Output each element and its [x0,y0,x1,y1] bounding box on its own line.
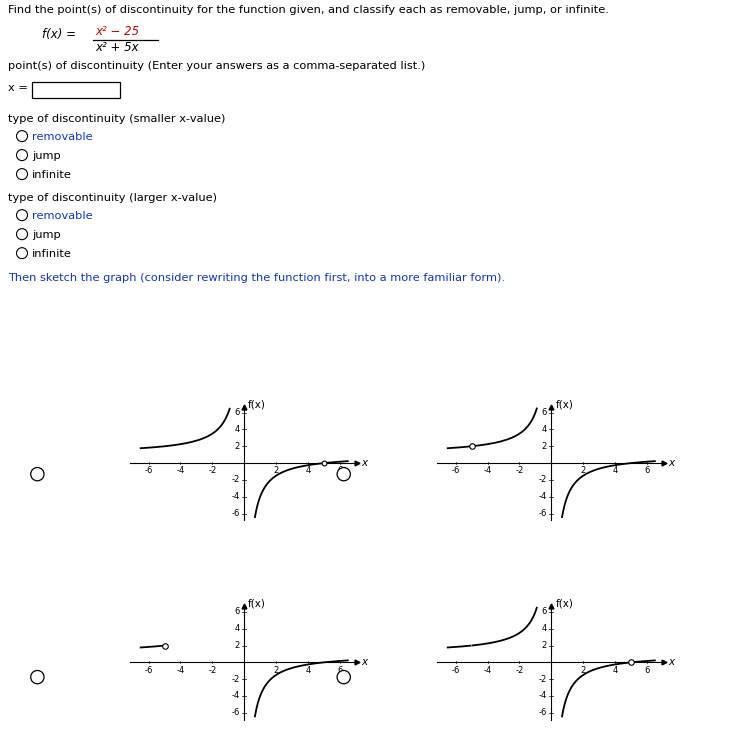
Text: 6: 6 [645,466,650,475]
Text: -4: -4 [539,492,547,501]
Text: infinite: infinite [32,249,72,259]
Text: f(x): f(x) [248,399,266,409]
Circle shape [337,468,351,481]
Text: -2: -2 [539,475,547,484]
Text: -2: -2 [208,466,217,475]
Text: 6: 6 [337,466,343,475]
Text: 6: 6 [645,666,650,675]
Text: x: x [668,658,675,667]
Text: -4: -4 [232,692,240,700]
Text: -6: -6 [232,708,240,717]
Text: 2: 2 [274,666,279,675]
Text: -2: -2 [515,666,524,675]
Circle shape [16,229,27,240]
Text: 2: 2 [542,641,547,650]
Text: 4: 4 [235,624,240,633]
Text: -4: -4 [483,666,491,675]
Text: 2: 2 [542,442,547,451]
Text: x: x [361,658,368,667]
Text: removable: removable [32,132,92,142]
Circle shape [16,131,27,142]
Text: -6: -6 [144,466,152,475]
Text: type of discontinuity (smaller x-value): type of discontinuity (smaller x-value) [8,114,226,124]
Text: -4: -4 [232,492,240,501]
Text: infinite: infinite [32,170,72,180]
Text: -6: -6 [232,509,240,518]
Text: f(x): f(x) [555,399,574,409]
Text: jump: jump [32,230,61,240]
Text: f(x): f(x) [555,599,574,608]
Text: -4: -4 [539,692,547,700]
Text: Then sketch the graph (consider rewriting the function first, into a more famili: Then sketch the graph (consider rewritin… [8,273,505,283]
Text: -6: -6 [144,666,152,675]
Circle shape [31,468,44,481]
Text: -2: -2 [208,666,217,675]
Circle shape [16,150,27,161]
Text: 2: 2 [235,442,240,451]
Text: -6: -6 [451,466,460,475]
Text: -2: -2 [232,675,240,683]
Text: removable: removable [32,211,92,221]
Text: x =: x = [8,83,28,93]
Text: -4: -4 [176,666,184,675]
FancyBboxPatch shape [32,82,120,98]
Text: x² − 25: x² − 25 [95,25,139,38]
Circle shape [16,210,27,221]
Text: jump: jump [32,151,61,161]
Circle shape [16,248,27,259]
Text: 2: 2 [581,466,586,475]
Text: -4: -4 [483,466,491,475]
Text: 2: 2 [235,641,240,650]
Text: 2: 2 [274,466,279,475]
Text: type of discontinuity (larger x-value): type of discontinuity (larger x-value) [8,193,217,203]
Text: 6: 6 [235,607,240,616]
Text: 4: 4 [235,425,240,434]
Text: 4: 4 [613,666,618,675]
Text: 4: 4 [542,624,547,633]
Text: 2: 2 [581,666,586,675]
Circle shape [337,670,351,683]
Circle shape [31,670,44,683]
Text: -6: -6 [451,666,460,675]
Text: -2: -2 [515,466,524,475]
Text: 4: 4 [613,466,618,475]
Text: f(x) =: f(x) = [42,28,76,41]
Text: -4: -4 [176,466,184,475]
Text: 4: 4 [306,466,311,475]
Circle shape [16,168,27,179]
Text: -2: -2 [232,475,240,484]
Text: 6: 6 [235,408,240,417]
Text: 4: 4 [542,425,547,434]
Text: -2: -2 [539,675,547,683]
Text: Find the point(s) of discontinuity for the function given, and classify each as : Find the point(s) of discontinuity for t… [8,5,609,15]
Text: 6: 6 [542,408,547,417]
Text: 6: 6 [542,607,547,616]
Text: point(s) of discontinuity (Enter your answers as a comma-separated list.): point(s) of discontinuity (Enter your an… [8,61,425,71]
Text: f(x): f(x) [248,599,266,608]
Text: -6: -6 [539,708,547,717]
Text: x: x [361,458,368,468]
Text: x² + 5x: x² + 5x [95,41,138,54]
Text: 4: 4 [306,666,311,675]
Text: 6: 6 [337,666,343,675]
Text: x: x [668,458,675,468]
Text: -6: -6 [539,509,547,518]
